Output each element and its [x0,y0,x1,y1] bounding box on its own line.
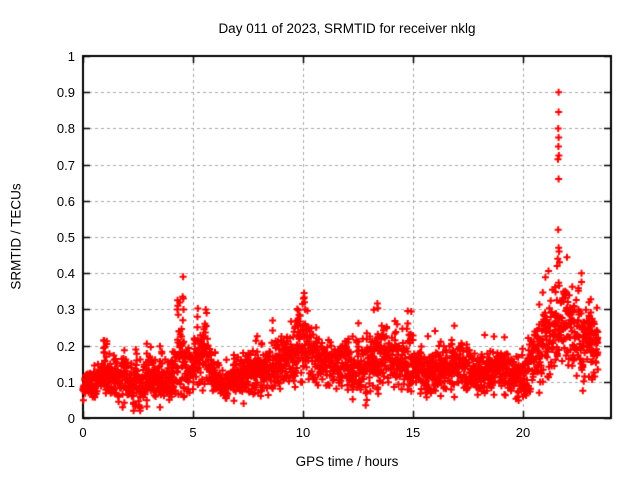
y-tick-label: 0.1 [56,374,75,390]
y-tick-label: 0.8 [56,121,75,137]
y-tick-label: 0.3 [56,302,75,318]
y-tick-label: 0.5 [56,230,75,245]
x-tick-label: 15 [405,425,421,440]
y-tick-label: 1 [67,49,75,64]
y-tick-label: 0.7 [56,157,75,173]
y-tick-label: 0.9 [56,85,75,101]
y-tick-label: 0.4 [56,266,75,282]
y-axis-label: SRMTID / TECUs [8,183,24,290]
x-tick-label: 10 [295,425,311,440]
y-tick-label: 0.6 [56,193,75,209]
x-tick-label: 5 [189,425,197,440]
x-tick-label: 0 [79,425,87,440]
x-tick-label: 20 [515,425,531,440]
y-tick-label: 0 [67,411,75,426]
chart-title: Day 011 of 2023, SRMTID for receiver nkl… [218,21,476,36]
x-axis-label: GPS time / hours [295,454,399,469]
y-tick-label: 0.2 [56,338,75,354]
